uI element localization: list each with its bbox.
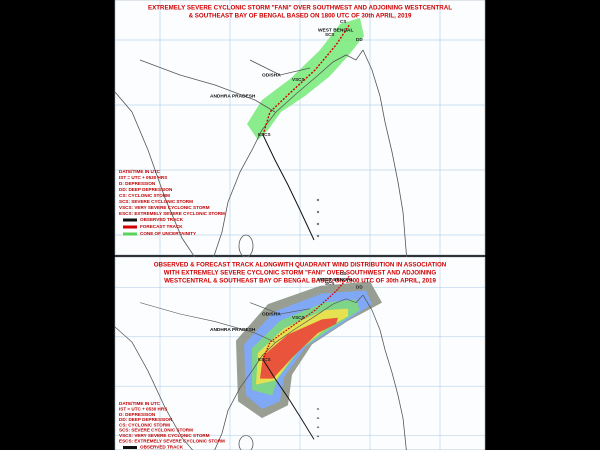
wind-band-core — [260, 317, 338, 379]
legend-line: CS: CYCLONIC STORM — [119, 193, 170, 198]
island — [316, 222, 320, 226]
cone-of-uncertainty — [247, 18, 364, 140]
legend-line: VSCS: VERY SEVERE CYCLONIC STORM — [119, 433, 210, 438]
island — [316, 408, 320, 410]
place-label: ODISHA — [262, 311, 281, 317]
legend-line: SCS: SEVERE CYCLONIC STORM — [119, 428, 193, 433]
observed-track — [262, 359, 315, 440]
key-label: OBSERVED TRACK — [140, 445, 184, 450]
coastline — [139, 302, 276, 343]
stage-label: CS — [340, 271, 346, 276]
stage-label: ESCS — [258, 357, 271, 362]
key-swatch — [123, 446, 137, 449]
island — [316, 435, 320, 438]
coastline — [362, 294, 407, 450]
coastline — [114, 91, 199, 263]
place-label: ODISHA — [262, 72, 281, 78]
legend-line: D: DEPRESSION — [119, 412, 156, 417]
legend-line: CS: CYCLONIC STORM — [119, 422, 170, 427]
coastline — [114, 326, 194, 450]
island — [316, 234, 320, 238]
stage-label: ESCS — [258, 132, 271, 137]
panel-title: WITH EXTREMELY SEVERE CYCLONIC STORM "FA… — [164, 270, 437, 277]
key-swatch — [123, 218, 137, 222]
sri-lanka — [238, 435, 254, 450]
stage-label: CS — [340, 19, 346, 24]
legend-line: IST = UTC + 0530 HRS — [119, 407, 167, 412]
legend-line: SCS: SEVERE CYCLONIC STORM — [119, 199, 193, 204]
legend-line: D: DEPRESSION — [119, 181, 156, 186]
stage-label: VSCS — [292, 315, 305, 320]
stage-label: VSCS — [292, 77, 305, 82]
key-swatch — [123, 225, 137, 229]
coastline — [139, 59, 276, 113]
map-panel: OBSERVED & FORECAST TRACK ALONGWITH QUAD… — [114, 256, 486, 450]
key-label: CONE OF UNCERTAINITY — [140, 231, 196, 236]
place-label: ANDHRA PRADESH — [210, 93, 256, 99]
island — [316, 198, 320, 202]
stage-label: DD — [356, 37, 363, 42]
panel-title: EXTREMELY SEVERE CYCLONIC STORM "FANI" O… — [148, 5, 452, 12]
place-label: ANDHRA PRADESH — [210, 327, 256, 333]
map-layer — [114, 0, 485, 263]
legend-line: DATE/TIME IN UTC — [119, 401, 161, 406]
stage-label: DD — [356, 285, 363, 290]
stage-label: SCS — [325, 32, 334, 37]
place-label: WEST BENGAL — [318, 27, 354, 33]
coastline — [214, 294, 364, 450]
key-swatch — [123, 232, 137, 236]
panel-title: OBSERVED & FORECAST TRACK ALONGWITH QUAD… — [154, 262, 447, 269]
legend-line: DD: DEEP DEPRESSION — [119, 417, 173, 422]
coastline — [249, 59, 311, 76]
legend-line: DATE/TIME IN UTC — [119, 169, 161, 174]
key-label: OBSERVED TRACK — [140, 217, 184, 222]
panel-title: & SOUTHEAST BAY OF BENGAL BASED ON 1800 … — [189, 13, 412, 20]
island — [316, 426, 320, 429]
observed-track — [262, 134, 315, 241]
place-label: WEST BENGAL — [318, 277, 354, 283]
island — [316, 210, 320, 214]
legend-line: IST = UTC + 0530 HRS — [119, 175, 167, 180]
legend-line: VSCS: VERY SEVERE CYCLONIC STORM — [119, 205, 210, 210]
island — [316, 417, 320, 420]
map-layer — [114, 257, 485, 450]
coastline — [211, 49, 364, 263]
legend-line: ESCS: EXTREMELY SEVERE CYCLONIC STORM — [119, 438, 225, 443]
map-panel: EXTREMELY SEVERE CYCLONIC STORM "FANI" O… — [114, 0, 486, 263]
coastline — [362, 49, 408, 263]
legend-line: DD: DEEP DEPRESSION — [119, 187, 173, 192]
coastline — [249, 302, 311, 315]
stage-label: SCS — [325, 281, 334, 286]
legend-line: ESCS: EXTREMELY SEVERE CYCLONIC STORM — [119, 211, 225, 216]
key-label: FORECAST TRACK — [140, 224, 183, 229]
panel-title: WESTCENTRAL & SOUTHEAST BAY OF BENGAL BA… — [164, 278, 436, 285]
